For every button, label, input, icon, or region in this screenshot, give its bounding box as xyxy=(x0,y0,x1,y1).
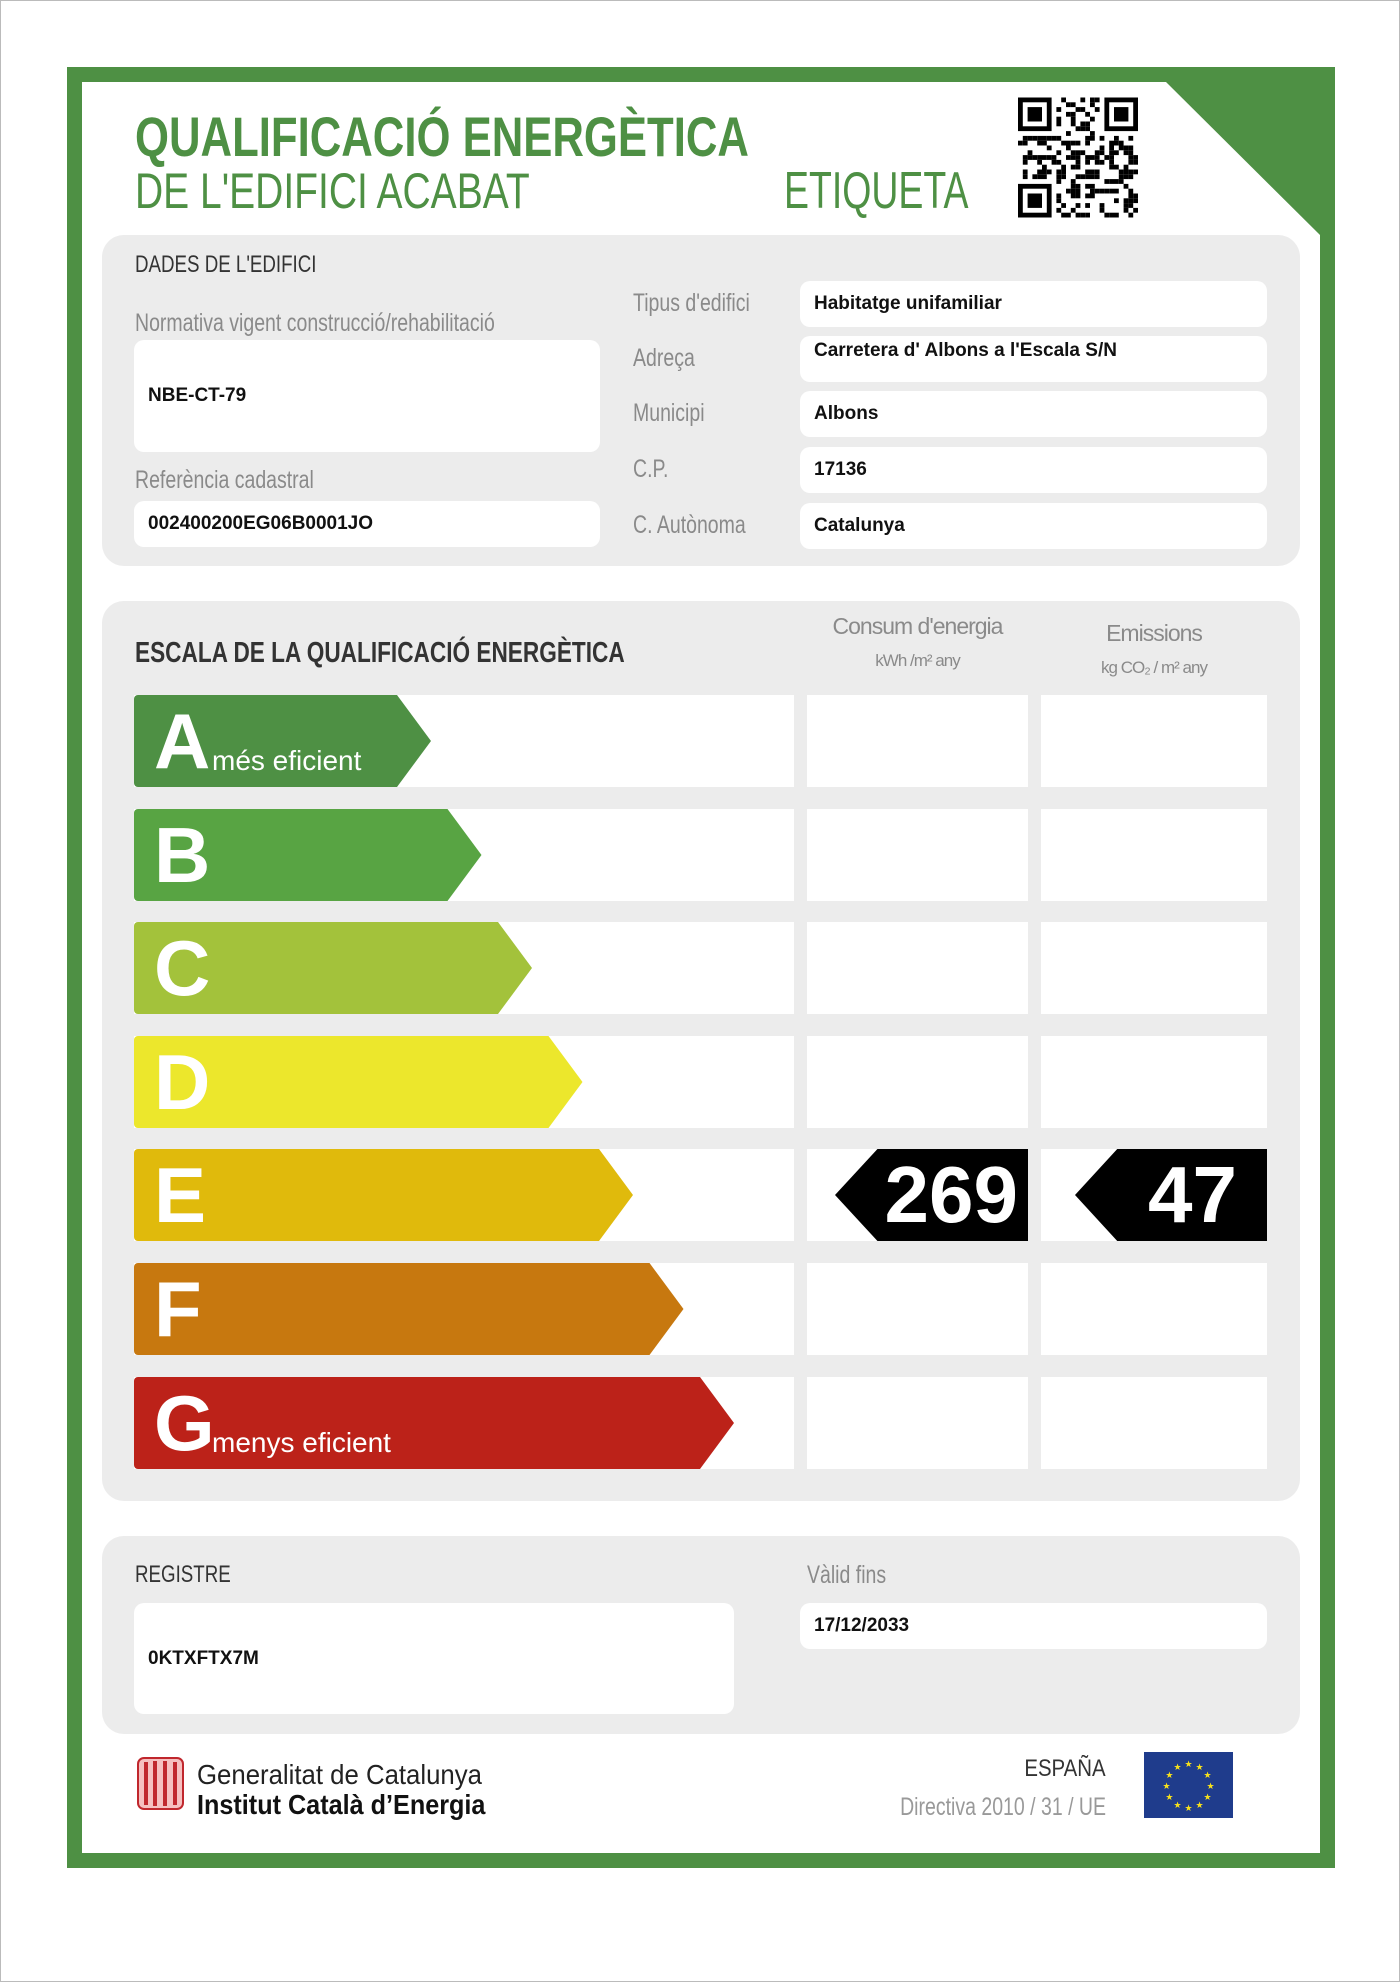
class-letter: E xyxy=(154,1151,207,1239)
emissions-cell xyxy=(1041,695,1267,787)
class-arrow-f: F xyxy=(134,1263,684,1355)
eu-flag-icon: ★ ★★★★★★★★★★★ xyxy=(1144,1752,1233,1818)
field-value: Catalunya xyxy=(800,503,1267,549)
energy-cell xyxy=(807,922,1028,1014)
registry-value: 0KTXFTX7M xyxy=(134,1603,734,1714)
svg-text:★: ★ xyxy=(1173,1800,1181,1810)
energy-column-unit: kWh /m² any xyxy=(875,651,960,670)
label-etiqueta: ETIQUETA xyxy=(784,162,969,220)
title-line2: DE L'EDIFICI ACABAT xyxy=(135,163,530,219)
normativa-label: Normativa vigent construcció/rehabilitac… xyxy=(135,309,495,337)
emissions-cell xyxy=(1041,1377,1267,1469)
svg-text:★: ★ xyxy=(1162,1781,1170,1791)
field-label: C.P. xyxy=(633,455,669,483)
field-value: Carretera d' Albons a l'Escala S/N xyxy=(800,336,1267,382)
emissions-cell xyxy=(1041,922,1267,1014)
class-letter: F xyxy=(154,1265,202,1353)
class-letter: C xyxy=(154,924,211,1012)
class-arrow-e: E xyxy=(134,1149,633,1241)
emissions-cell xyxy=(1041,1036,1267,1128)
org-line1: Generalitat de Catalunya xyxy=(197,1759,482,1790)
svg-text:★: ★ xyxy=(1204,1770,1212,1780)
field-label: Municipi xyxy=(633,399,705,427)
svg-text:★: ★ xyxy=(1184,1803,1192,1813)
class-letter: B xyxy=(154,811,211,899)
org-line2: Institut Català d’Energia xyxy=(197,1789,486,1820)
field-value: Habitatge unifamiliar xyxy=(800,281,1267,327)
energy-cell xyxy=(807,1377,1028,1469)
class-caption: menys eficient xyxy=(212,1427,391,1458)
field-value: Albons xyxy=(800,391,1267,437)
class-arrow-g: G menys eficient xyxy=(134,1377,734,1469)
emissions-column-header: Emissions xyxy=(1106,620,1203,646)
energy-cell xyxy=(807,809,1028,901)
qr-code-icon xyxy=(1018,97,1138,218)
svg-text:★: ★ xyxy=(1195,1800,1203,1810)
energy-cell xyxy=(807,695,1028,787)
emissions-rating-indicator: 47 xyxy=(1075,1149,1267,1241)
emissions-cell xyxy=(1041,809,1267,901)
title-line1: QUALIFICACIÓ ENERGÈTICA xyxy=(135,105,749,168)
directive-label: Directiva 2010 / 31 / UE xyxy=(900,1793,1106,1821)
energy-rating-indicator: 269 xyxy=(835,1149,1028,1241)
generalitat-logo-icon xyxy=(137,1757,184,1810)
field-label: Tipus d'edifici xyxy=(633,289,750,317)
valid-until-label: Vàlid fins xyxy=(807,1561,887,1589)
field-label: Adreça xyxy=(633,344,695,372)
svg-text:★: ★ xyxy=(1195,1762,1203,1772)
registry-label: REGISTRE xyxy=(135,1561,231,1588)
svg-text:★: ★ xyxy=(1165,1770,1173,1780)
cadastral-value: 002400200EG06B0001JO xyxy=(134,501,600,547)
energy-column-header: Consum d'energia xyxy=(832,613,1004,639)
svg-text:★: ★ xyxy=(1173,1762,1181,1772)
class-arrow-d: D xyxy=(134,1036,583,1128)
svg-text:★: ★ xyxy=(1165,1792,1173,1802)
field-value: 17136 xyxy=(800,447,1267,493)
svg-text:★: ★ xyxy=(1206,1781,1214,1791)
svg-text:★: ★ xyxy=(1204,1792,1212,1802)
class-arrow-c: C xyxy=(134,922,532,1014)
country-label: ESPAÑA xyxy=(1024,1755,1106,1782)
emissions-cell xyxy=(1041,1263,1267,1355)
valid-until-value: 17/12/2033 xyxy=(800,1603,1267,1649)
energy-cell xyxy=(807,1036,1028,1128)
cadastral-label: Referència cadastral xyxy=(135,466,314,494)
energy-cell xyxy=(807,1263,1028,1355)
field-label: C. Autònoma xyxy=(633,511,746,539)
svg-text:★: ★ xyxy=(1184,1759,1192,1769)
normativa-value: NBE-CT-79 xyxy=(134,340,600,452)
class-caption: més eficient xyxy=(212,745,362,776)
emissions-column-unit: kg CO₂ / m² any xyxy=(1101,658,1208,677)
scale-section-title: ESCALA DE LA QUALIFICACIÓ ENERGÈTICA xyxy=(135,637,625,669)
building-section-title: DADES DE L'EDIFICI xyxy=(135,251,317,278)
class-arrow-a: A més eficient xyxy=(134,695,431,787)
class-letter: G xyxy=(154,1379,215,1467)
class-letter: A xyxy=(154,697,211,785)
class-letter: D xyxy=(154,1038,211,1126)
class-arrow-b: B xyxy=(134,809,482,901)
